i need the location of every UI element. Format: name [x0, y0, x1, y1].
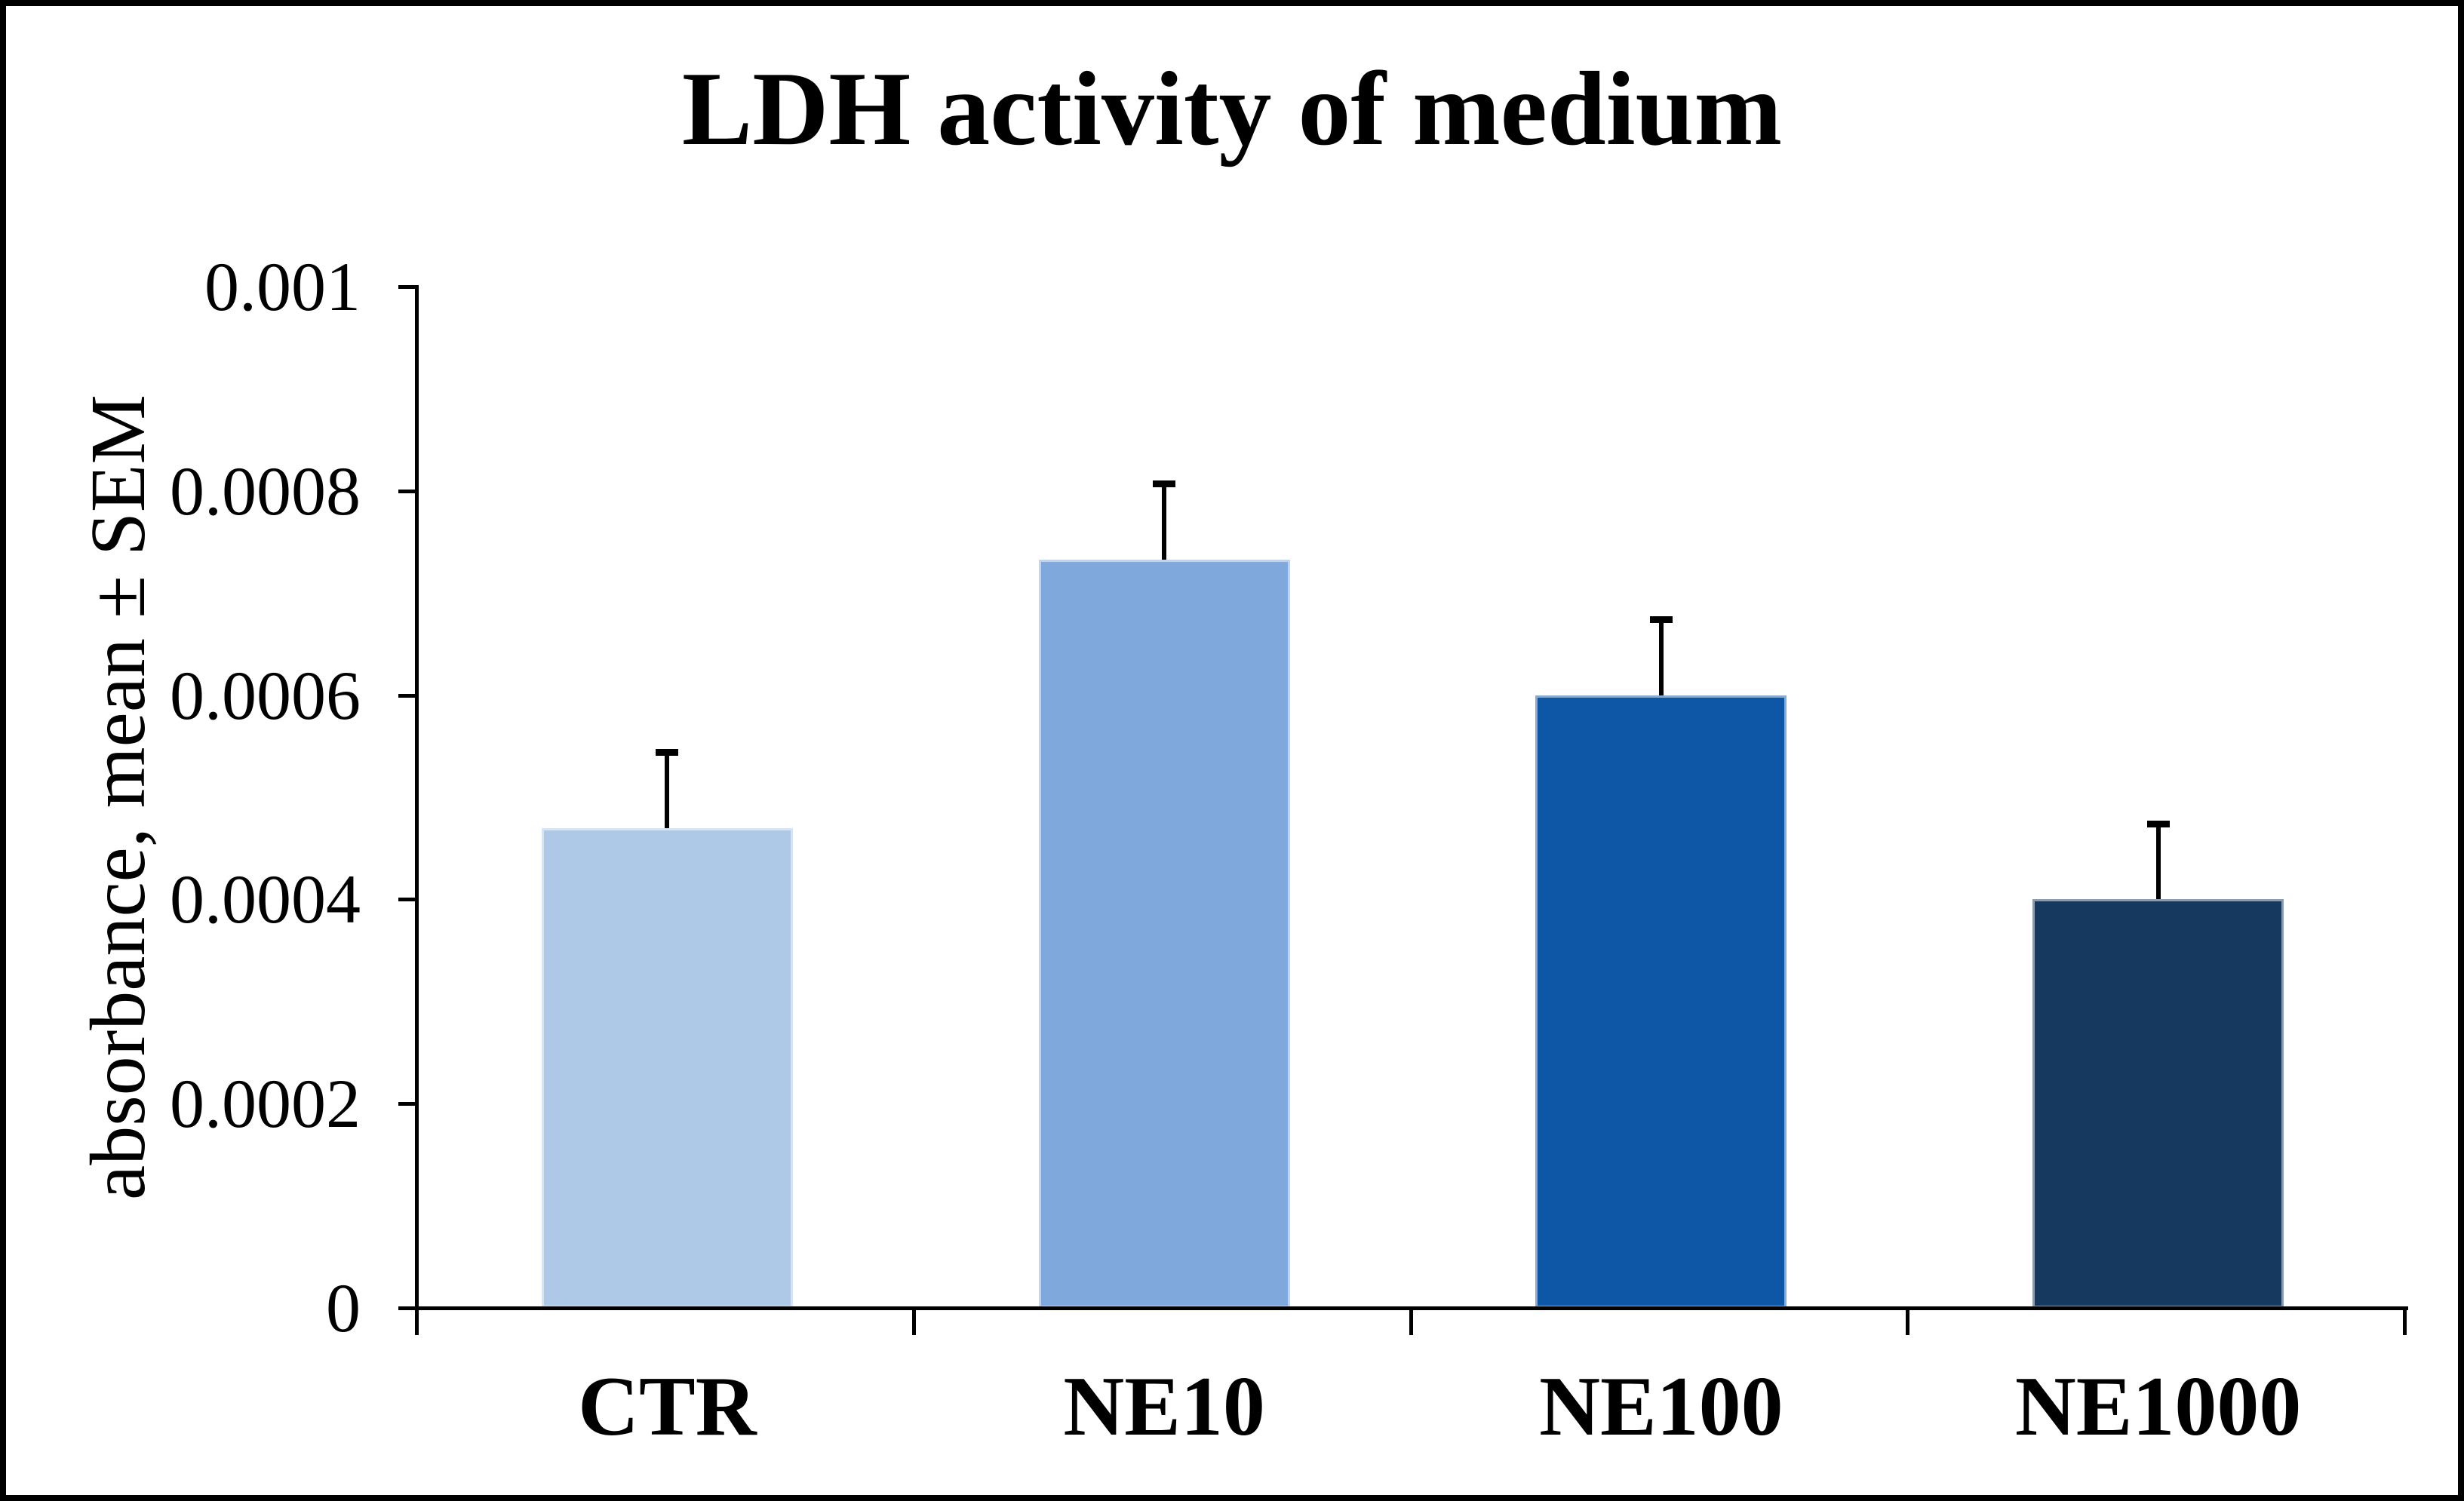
y-tick-label: 0.0008 — [170, 452, 361, 529]
bar — [1535, 695, 1787, 1308]
x-tick-mark — [1409, 1308, 1413, 1335]
error-bar-cap — [656, 749, 679, 757]
error-bar — [2155, 824, 2161, 900]
y-tick-label: 0.0004 — [170, 861, 361, 938]
x-category-label: NE1000 — [2014, 1360, 2302, 1453]
y-axis-title: absorbance, mean ± SEM — [75, 394, 161, 1200]
chart-title: LDH activity of medium — [681, 51, 1783, 167]
y-tick-mark — [398, 1102, 419, 1107]
y-tick-label: 0.001 — [204, 248, 361, 325]
error-bar — [1658, 619, 1664, 695]
x-tick-mark — [911, 1308, 916, 1335]
y-tick-label: 0 — [326, 1269, 361, 1346]
bar — [541, 827, 793, 1308]
y-axis-line — [415, 285, 419, 1335]
y-tick-mark — [398, 489, 419, 493]
error-bar-cap — [1649, 616, 1673, 624]
y-tick-label: 0.0002 — [170, 1065, 361, 1143]
x-tick-mark — [1906, 1308, 1910, 1335]
error-bar — [665, 752, 670, 828]
bar — [2032, 899, 2284, 1308]
x-category-label: CTR — [578, 1360, 757, 1453]
bar — [1038, 559, 1290, 1308]
x-category-label: NE100 — [1539, 1360, 1783, 1453]
x-tick-mark — [2403, 1308, 2407, 1335]
y-tick-mark — [398, 693, 419, 698]
y-tick-mark — [398, 898, 419, 902]
error-bar-cap — [1153, 480, 1176, 488]
y-tick-mark — [398, 285, 419, 289]
y-tick-label: 0.0006 — [170, 656, 361, 734]
error-bar — [1162, 483, 1167, 560]
x-category-label: NE10 — [1063, 1360, 1265, 1453]
x-axis-line — [398, 1306, 2408, 1310]
error-bar-cap — [2146, 821, 2170, 828]
